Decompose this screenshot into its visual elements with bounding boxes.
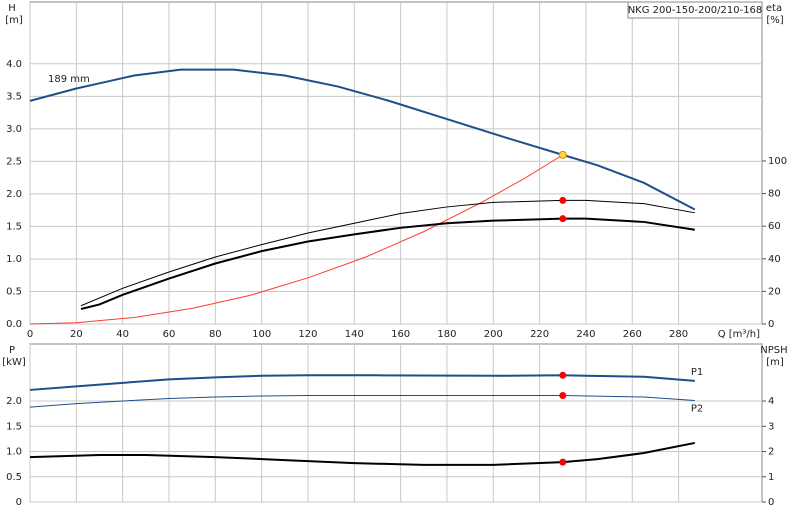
x-tick-label: 60 <box>163 329 176 340</box>
x-tick-label: 120 <box>298 329 317 340</box>
y2-tick-label: 2 <box>768 447 774 458</box>
y-tick-label: 0 <box>16 497 22 508</box>
series-line <box>80 217 695 310</box>
y-axis-unit: [m] <box>5 15 23 26</box>
x-tick-label: 260 <box>623 329 642 340</box>
x-tick-label: 160 <box>391 329 410 340</box>
x-tick-label: 80 <box>209 329 222 340</box>
y-axis-title: H <box>8 3 16 14</box>
curve-label: 189 mm <box>48 74 90 85</box>
x-tick-label: 140 <box>345 329 364 340</box>
x-tick-label: 40 <box>116 329 129 340</box>
y-tick-label: 3.0 <box>6 124 22 135</box>
y2-tick-label: 100 <box>768 156 787 167</box>
y2-tick-label: 40 <box>768 254 781 265</box>
x-tick-label: 280 <box>669 329 688 340</box>
y2-tick-label: 60 <box>768 221 781 232</box>
y-tick-label: 3.5 <box>6 91 22 102</box>
y-tick-label: 2.0 <box>6 396 22 407</box>
y2-tick-label: 20 <box>768 286 781 297</box>
y2-axis-title: eta <box>766 3 782 14</box>
y-tick-label: 4.0 <box>6 59 22 70</box>
x-tick-label: 200 <box>484 329 503 340</box>
y-tick-label: 2.5 <box>6 156 22 167</box>
chart-title: NKG 200-150-200/210-168 <box>628 5 763 16</box>
y-tick-label: 0.5 <box>6 286 22 297</box>
y2-tick-label: 1 <box>768 472 774 483</box>
y2-tick-label: 0 <box>768 497 774 508</box>
y2-tick-label: 4 <box>768 396 774 407</box>
y2-tick-label: 80 <box>768 189 781 200</box>
operating-point <box>559 196 567 204</box>
series-line <box>29 68 696 211</box>
y-tick-label: 0.5 <box>6 472 22 483</box>
operating-point <box>559 215 567 223</box>
title-box <box>627 1 763 19</box>
y-tick-label: 2.0 <box>6 189 22 200</box>
x-tick-label: 240 <box>576 329 595 340</box>
plot-area <box>29 343 763 503</box>
operating-point <box>559 371 567 379</box>
y2-tick-label: 0 <box>768 319 774 330</box>
series-line <box>29 441 696 466</box>
x-tick-label: 100 <box>252 329 271 340</box>
series-line <box>29 394 695 408</box>
y2-axis-title: NPSH <box>760 345 787 356</box>
x-tick-label: 0 <box>27 329 33 340</box>
curve-label: P1 <box>691 367 703 378</box>
plot-area <box>29 1 763 325</box>
operating-point <box>558 150 567 159</box>
y-tick-label: 1.5 <box>6 421 22 432</box>
operating-point <box>559 391 567 399</box>
x-axis-title: Q [m³/h] <box>718 329 760 340</box>
series-line <box>80 199 695 307</box>
y-axis-title: P <box>9 345 15 356</box>
y-tick-label: 1.0 <box>6 254 22 265</box>
curve-label: P2 <box>691 404 703 415</box>
series-line <box>29 154 564 325</box>
y-tick-label: 0.0 <box>6 319 22 330</box>
y-tick-label: 1.0 <box>6 447 22 458</box>
series-line <box>29 374 695 391</box>
y2-axis-unit: [m] <box>766 357 784 368</box>
x-tick-label: 220 <box>530 329 549 340</box>
y2-tick-label: 3 <box>768 421 774 432</box>
y-tick-label: 1.5 <box>6 221 22 232</box>
operating-point <box>559 458 567 466</box>
x-tick-label: 180 <box>437 329 456 340</box>
y2-axis-unit: [%] <box>766 15 783 26</box>
y-axis-unit: [kW] <box>2 357 26 368</box>
x-tick-label: 20 <box>70 329 83 340</box>
